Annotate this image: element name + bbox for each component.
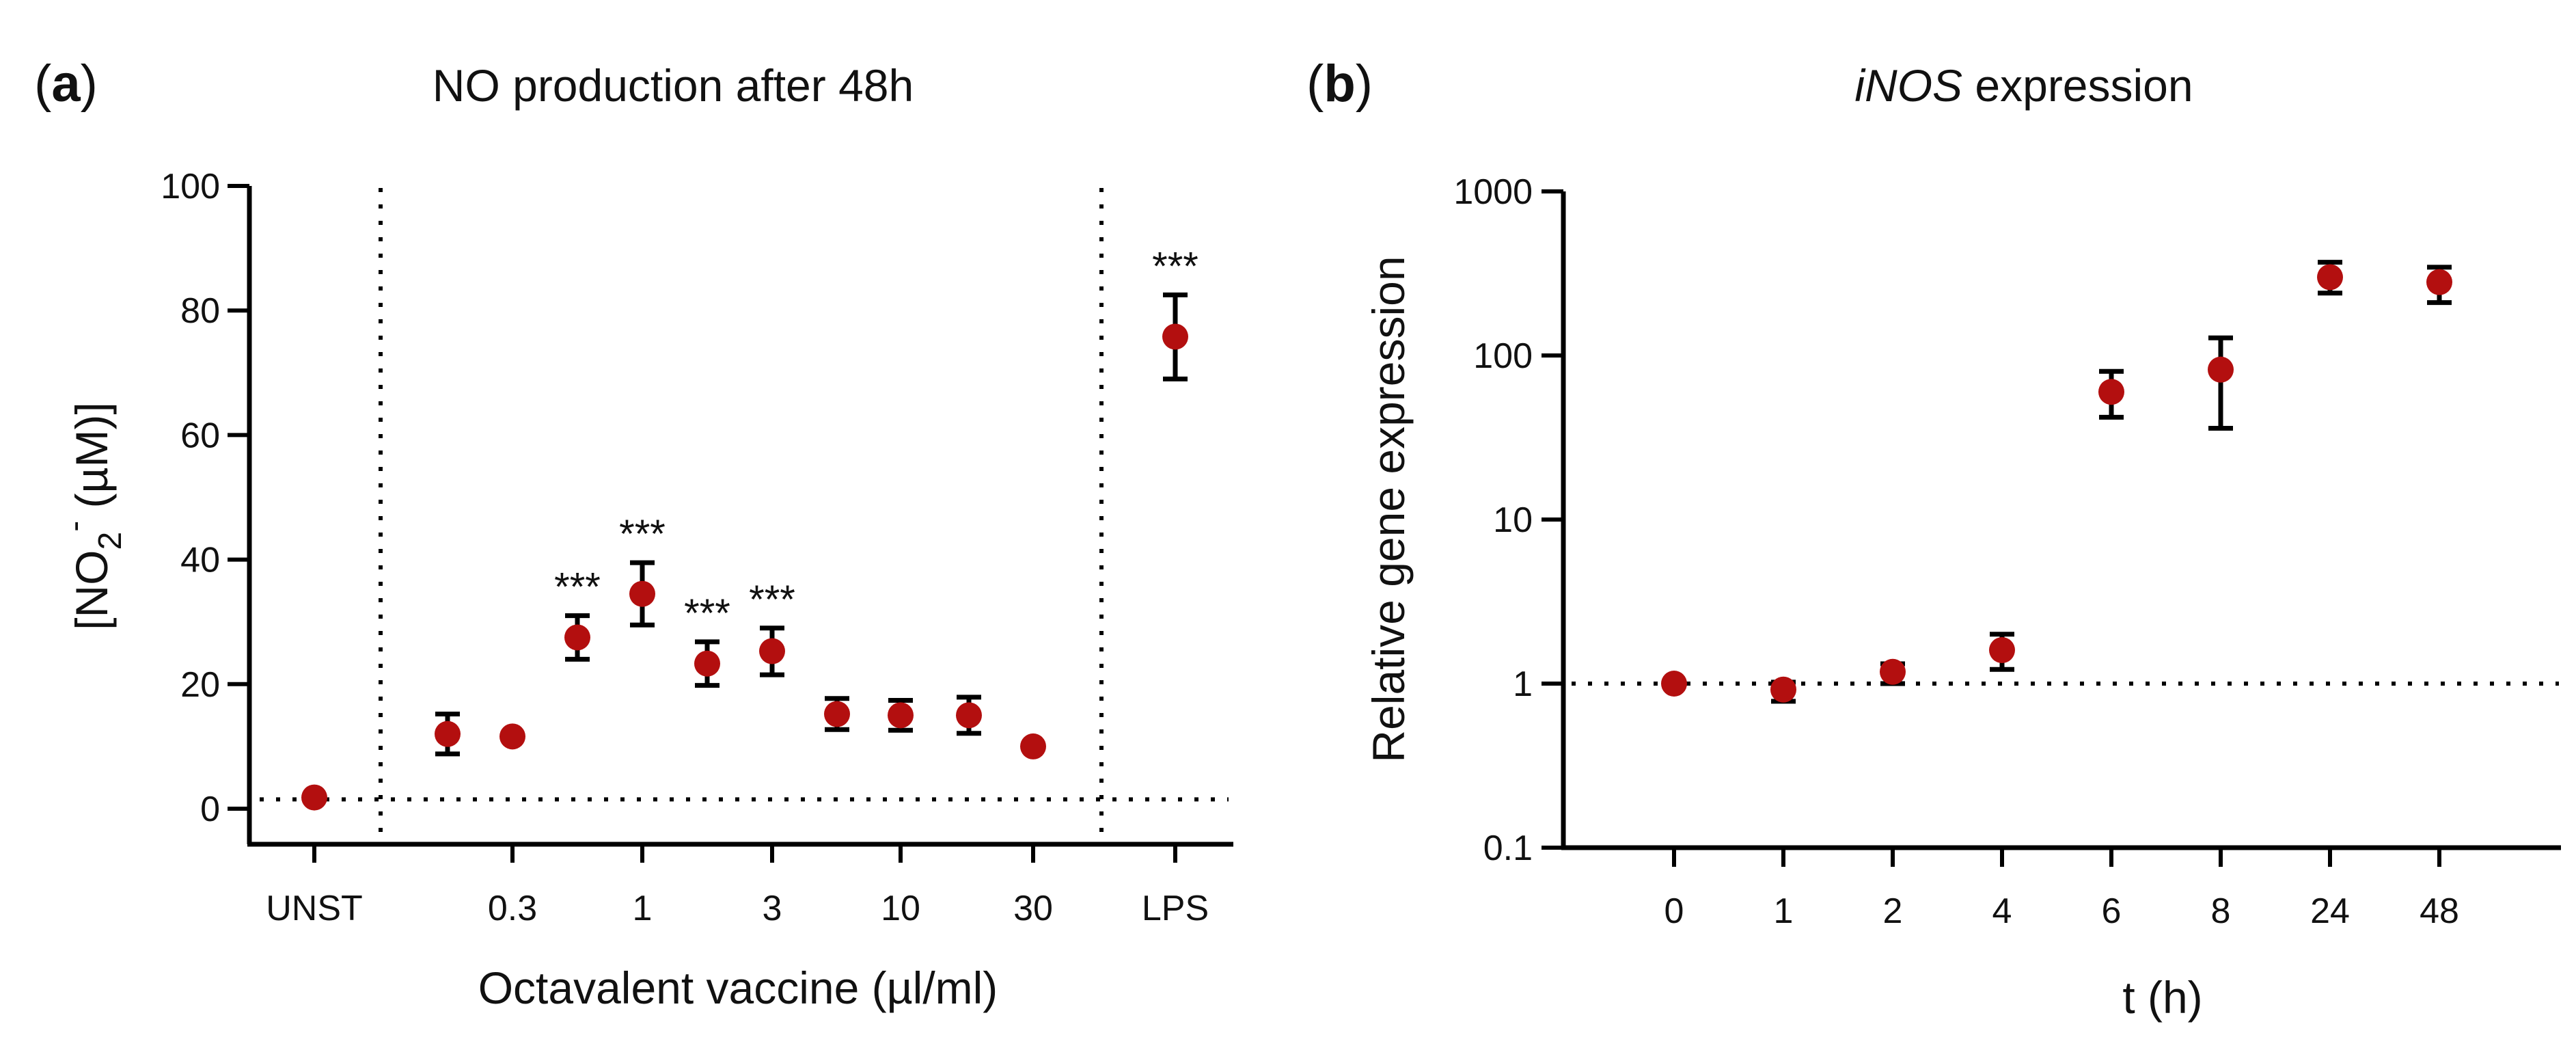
chart-b-x-tick-label: 4 (1992, 891, 2012, 931)
chart-b-y-ticks: 0.1 1 10 100 1000 (1453, 172, 1563, 868)
chart-a-data-point (1162, 323, 1188, 350)
chart-a-x-ticks: UNST 0.3 1 3 10 30 LPS (266, 844, 1209, 928)
chart-a-x-tick-label: UNST (266, 889, 363, 928)
chart-a-data-point (888, 702, 914, 729)
chart-a-significance-label: *** (684, 591, 730, 636)
chart-b-y-tick-label: 0.1 (1483, 829, 1533, 868)
panel-b-label: (b) (1306, 55, 1373, 113)
chart-a-data-point (301, 784, 327, 811)
chart-b-y-axis-label: Relative gene expression (1363, 256, 1414, 762)
chart-b-x-tick-label: 48 (2420, 891, 2459, 931)
chart-a-y-tick-label: 100 (161, 167, 220, 206)
chart-a-x-axis-label: Octavalent vaccine (µl/ml) (478, 963, 998, 1013)
chart-a-significance-label: *** (1152, 244, 1198, 288)
chart-b-data-point (2317, 264, 2343, 291)
chart-b-data-point (2208, 356, 2234, 383)
chart-b-data-point (1661, 671, 1687, 697)
chart-b-x-tick-label: 8 (2211, 891, 2231, 931)
chart-b-x-tick-label: 1 (1774, 891, 1794, 931)
chart-a-x-tick-label: 0.3 (488, 889, 537, 928)
chart-b-y-tick-label: 10 (1493, 500, 1533, 540)
chart-a-data-point (564, 624, 590, 651)
chart-a-x-tick-label: 3 (763, 889, 782, 928)
chart-a-y-tick-label: 20 (180, 665, 220, 705)
panel-b: (b) iNOS expression Relative gene expres… (1306, 55, 2561, 1023)
panel-a: (a) NO production after 48h [NO2- (µM)] … (34, 55, 1233, 1013)
chart-b-data-point (1770, 676, 1796, 703)
chart-b-data-point (1989, 637, 2015, 664)
chart-b-x-tick-label: 0 (1664, 891, 1684, 931)
chart-a-significance-label: *** (749, 578, 795, 622)
svg-text:[NO2- (µM)]: [NO2- (µM)] (57, 402, 128, 630)
chart-a-x-tick-label: 10 (881, 889, 920, 928)
chart-a-y-tick-label: 60 (180, 416, 220, 455)
chart-b-y-tick-label: 1000 (1453, 172, 1533, 212)
chart-a-y-axis-label: [NO2- (µM)] (57, 402, 128, 630)
chart-a-data-point (435, 721, 461, 747)
chart-a-y-tick-label: 0 (200, 790, 220, 829)
chart-a-y-tick-label: 80 (180, 291, 220, 331)
chart-a-title: NO production after 48h (433, 60, 914, 111)
chart-a-significance-label: *** (619, 512, 666, 556)
chart-a-data-point (694, 650, 720, 677)
chart-b-y-tick-label: 100 (1473, 336, 1533, 376)
chart-b-data-point (2426, 269, 2452, 295)
chart-a-data-point (759, 638, 785, 664)
chart-b-x-ticks: 0 1 2 4 6 8 24 48 (1664, 848, 2459, 931)
chart-a-significance-label: *** (554, 565, 601, 610)
panel-a-label: (a) (34, 55, 98, 113)
chart-b-x-tick-label: 24 (2310, 891, 2350, 931)
chart-a-data-point (499, 723, 525, 750)
chart-a-data-point (824, 701, 850, 727)
chart-b-title: iNOS expression (1854, 60, 2193, 111)
chart-a-y-ticks: 0 20 40 60 80 100 (161, 167, 249, 829)
chart-a-data-point (956, 702, 982, 729)
chart-a-data-point (1020, 733, 1046, 759)
chart-b-x-axis-label: t (h) (2122, 972, 2202, 1023)
chart-a-x-tick-label: LPS (1142, 889, 1209, 928)
chart-b-y-tick-label: 1 (1513, 664, 1533, 704)
chart-a-data-point (629, 580, 655, 607)
chart-a-x-tick-label: 1 (633, 889, 653, 928)
chart-b-x-tick-label: 2 (1883, 891, 1903, 931)
chart-b-points (1661, 260, 2452, 704)
chart-a-x-tick-label: 30 (1013, 889, 1053, 928)
chart-a-points: *** *** *** *** *** (301, 244, 1198, 811)
chart-a-y-tick-label: 40 (180, 541, 220, 580)
chart-b-data-point (1880, 658, 1906, 685)
chart-b-x-tick-label: 6 (2102, 891, 2122, 931)
chart-b-data-point (2098, 379, 2124, 405)
